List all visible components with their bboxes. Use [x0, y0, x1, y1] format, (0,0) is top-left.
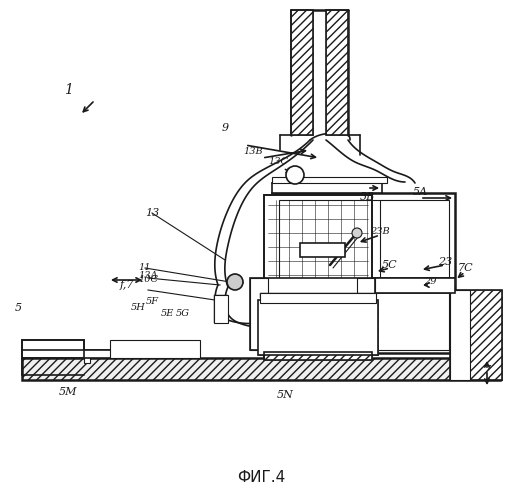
Bar [279, 200, 449, 350]
Bar [258, 300, 273, 355]
Text: 7: 7 [483, 365, 491, 375]
Text: 23: 23 [438, 257, 452, 267]
Text: 15: 15 [301, 244, 313, 252]
Bar [372, 278, 455, 286]
Text: 5A: 5A [412, 187, 428, 197]
Text: 10C: 10C [138, 276, 158, 284]
Text: 5G: 5G [176, 310, 190, 318]
Text: 5E: 5E [160, 310, 174, 318]
Bar [84, 355, 90, 363]
Text: 13C: 13C [268, 158, 288, 166]
Bar [258, 300, 378, 355]
Circle shape [286, 166, 304, 184]
Text: 5H: 5H [130, 304, 145, 312]
Text: 23B: 23B [370, 228, 390, 236]
Bar [214, 295, 228, 323]
Bar [260, 293, 376, 298]
Bar [363, 300, 378, 355]
Bar [272, 183, 382, 193]
Bar [22, 358, 500, 380]
Bar [357, 278, 375, 350]
Text: 5C: 5C [382, 260, 398, 270]
Bar [250, 278, 375, 350]
Text: 5: 5 [15, 303, 21, 313]
Bar [22, 358, 500, 380]
Bar [326, 10, 348, 135]
Bar [250, 278, 268, 350]
Text: f,7: f,7 [120, 280, 134, 290]
Text: 5M: 5M [59, 387, 77, 397]
Bar [260, 293, 376, 303]
Bar [22, 340, 84, 358]
Bar [22, 340, 84, 358]
Bar [214, 295, 228, 323]
Bar [291, 10, 313, 135]
Text: ФИГ.4: ФИГ.4 [237, 470, 285, 486]
Text: 5B: 5B [359, 192, 375, 202]
Text: 1: 1 [64, 83, 73, 97]
Bar [372, 278, 455, 293]
Text: 29: 29 [424, 278, 436, 286]
Bar [22, 350, 192, 358]
Circle shape [352, 228, 362, 238]
Text: C: C [293, 328, 303, 342]
Bar [264, 352, 372, 360]
Bar [450, 290, 502, 380]
Text: 5N: 5N [277, 390, 293, 400]
Text: 23A: 23A [309, 306, 328, 314]
Bar [272, 177, 387, 183]
Text: 7C: 7C [457, 263, 473, 273]
Text: 13B: 13B [243, 148, 263, 156]
Bar [300, 243, 345, 257]
Text: 13A: 13A [138, 272, 158, 280]
Bar [110, 340, 200, 358]
Bar [326, 10, 348, 135]
Bar [250, 278, 268, 350]
Bar [272, 193, 455, 353]
Bar [264, 195, 372, 358]
Bar [450, 290, 470, 380]
Text: 11: 11 [139, 264, 151, 272]
Bar [357, 278, 375, 350]
Circle shape [227, 274, 243, 290]
Bar [291, 10, 313, 135]
Bar [264, 352, 372, 360]
Bar [450, 290, 502, 380]
Text: 9: 9 [221, 123, 229, 133]
Text: 5F: 5F [146, 298, 159, 306]
Text: 13: 13 [145, 208, 159, 218]
Bar [22, 340, 84, 358]
